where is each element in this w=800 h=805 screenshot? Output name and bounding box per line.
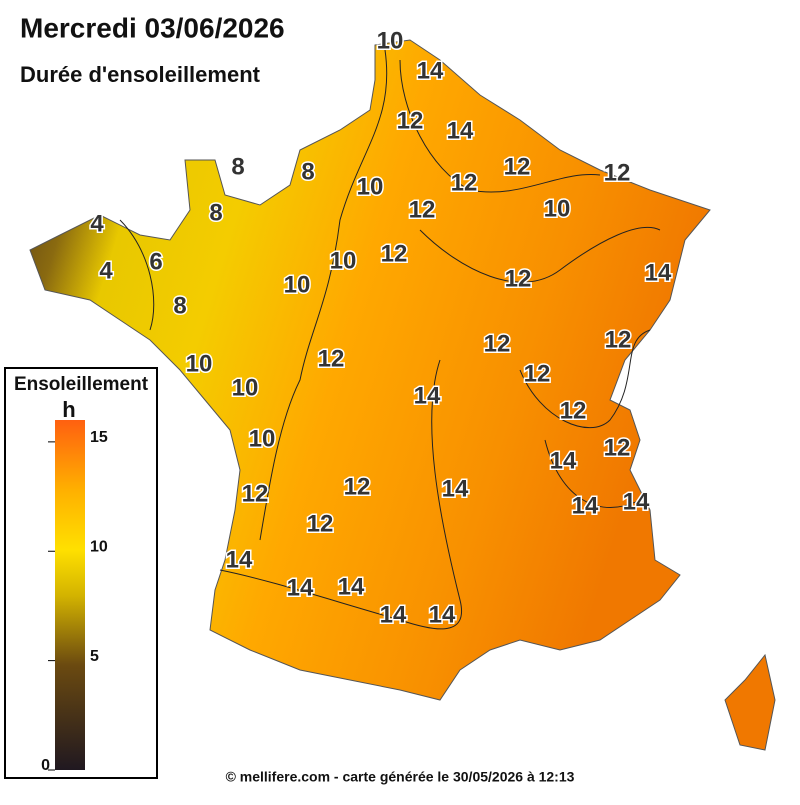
contour-label: 12 [451, 169, 478, 196]
contour-label: 10 [330, 247, 357, 274]
contour-label: 14 [550, 447, 577, 474]
contour-label: 4 [90, 210, 104, 237]
contour-label: 14 [572, 492, 599, 519]
contour-label: 8 [231, 153, 244, 180]
contour-label: 6 [149, 248, 162, 275]
contour-label: 12 [504, 153, 531, 180]
france [29, 39, 711, 701]
contour-label: 14 [414, 382, 441, 409]
title: Mercredi 03/06/2026 [20, 12, 285, 43]
legend-tick-label: 15 [90, 429, 108, 446]
contour-label: 12 [604, 159, 631, 186]
legend-tick-label: 5 [90, 648, 99, 665]
contour-label: 10 [232, 374, 259, 401]
color-bar [55, 420, 85, 770]
contour-label: 14 [287, 574, 314, 601]
contour-label: 14 [442, 475, 469, 502]
contour-label: 12 [381, 240, 408, 267]
contour-label: 10 [186, 350, 213, 377]
contour-label: 10 [357, 173, 384, 200]
legend-ticks: 0 5 10 15 [41, 429, 108, 774]
contour-label: 12 [505, 265, 532, 292]
contour-label: 10 [249, 425, 276, 452]
contour-label: 12 [307, 510, 334, 537]
contour-label: 8 [301, 158, 314, 185]
contour-label: 14 [226, 546, 253, 573]
contour-label: 14 [417, 57, 444, 84]
corsica [724, 653, 776, 751]
legend-unit: h [62, 397, 75, 422]
contour-label: 14 [447, 117, 474, 144]
contour-label: 12 [560, 397, 587, 424]
contour-label: 12 [524, 360, 551, 387]
contour-label: 8 [173, 292, 186, 319]
contours [119, 49, 661, 630]
contour-label: 14 [645, 259, 672, 286]
legend-title: Ensoleillement [14, 374, 149, 395]
legend-tick-label: 10 [90, 538, 108, 555]
contour-label: 12 [605, 326, 632, 353]
contour-label: 12 [242, 480, 269, 507]
contour-label: 12 [604, 434, 631, 461]
contour-label: 12 [318, 345, 345, 372]
contour-label: 8 [209, 199, 222, 226]
contour-label: 4 [99, 257, 113, 284]
contour-label: 12 [409, 196, 436, 223]
contour-label: 14 [338, 573, 365, 600]
legend-tick-label: 0 [41, 757, 50, 774]
contour-label: 12 [397, 107, 424, 134]
subtitle: Durée d'ensoleillement [20, 62, 261, 87]
contour-label: 12 [484, 330, 511, 357]
footer: © mellifere.com - carte générée le 30/05… [226, 769, 575, 785]
contour-label: 10 [284, 271, 311, 298]
contour-label: 10 [544, 195, 571, 222]
contour-label: 12 [344, 473, 371, 500]
contour-label: 10 [377, 27, 404, 54]
contour-label: 14 [623, 488, 650, 515]
contour-label: 14 [429, 601, 456, 628]
contour-label: 14 [380, 601, 407, 628]
